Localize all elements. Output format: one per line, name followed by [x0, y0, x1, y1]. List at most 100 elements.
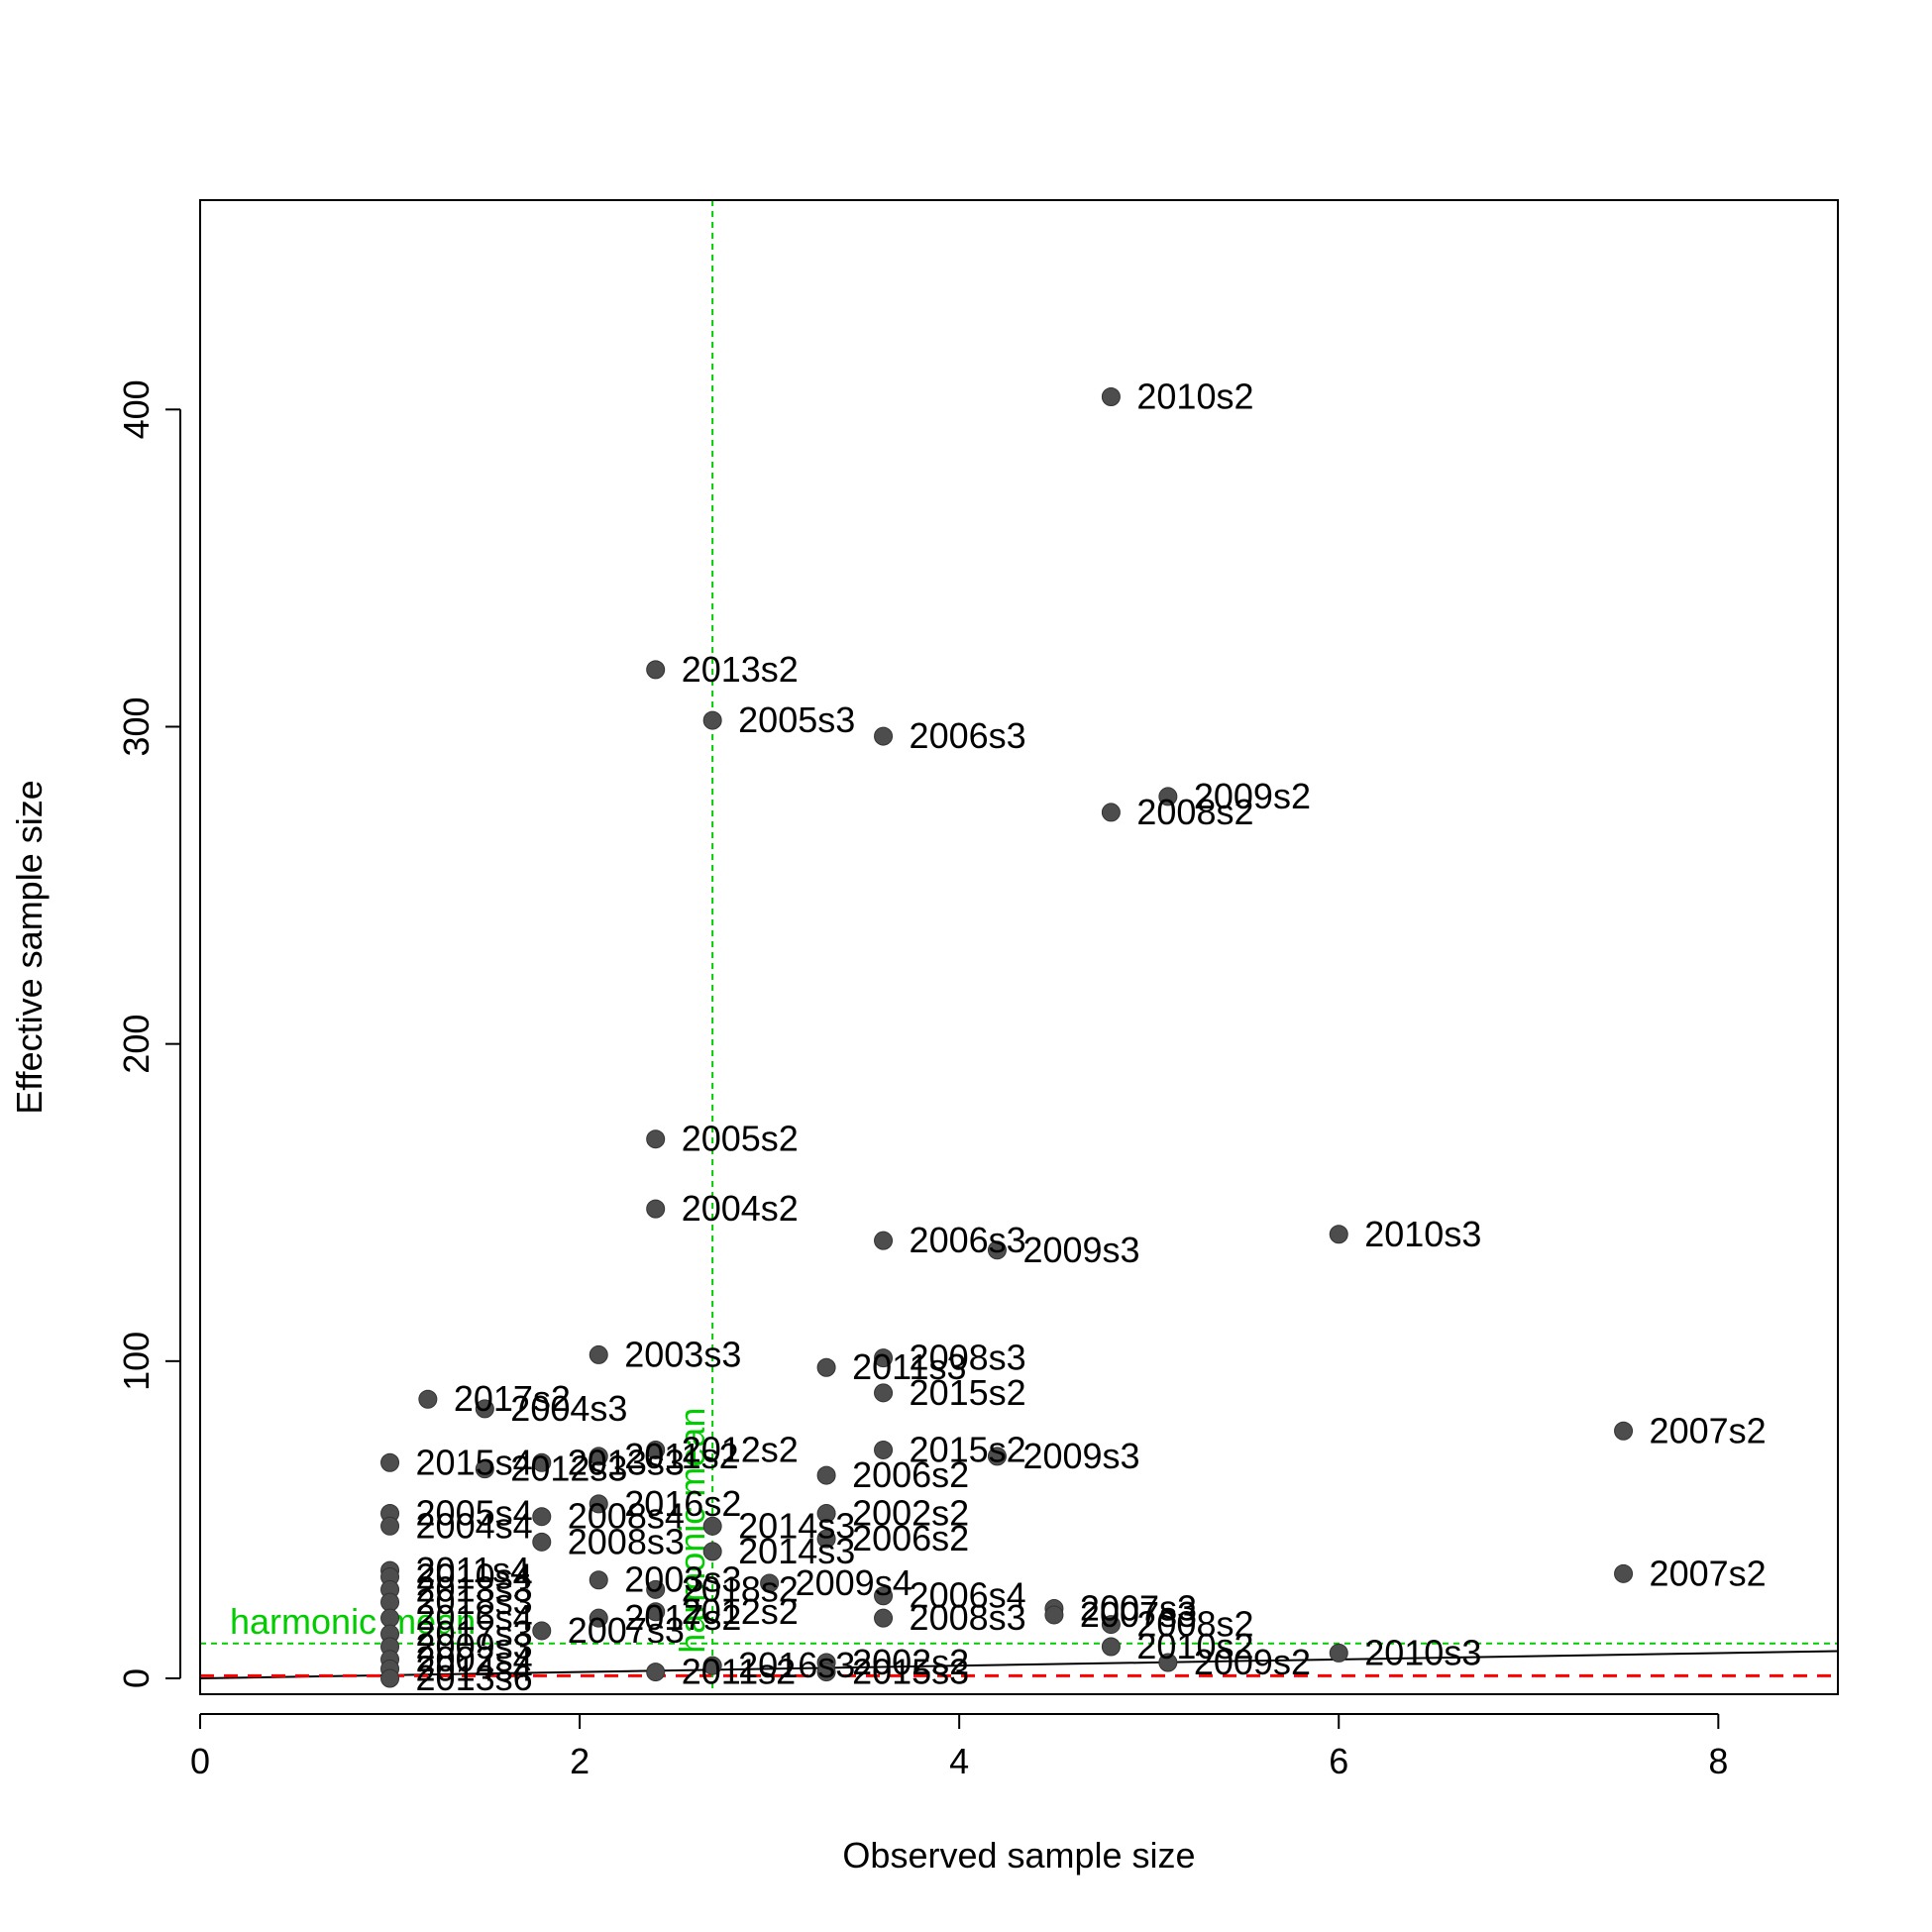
point-label: 2007s3	[568, 1610, 685, 1651]
data-point	[380, 1592, 400, 1612]
data-point	[1614, 1421, 1634, 1441]
data-point	[380, 1452, 400, 1472]
point-label: 2006s3	[910, 1220, 1026, 1260]
point-label: 2013s6	[416, 1658, 533, 1698]
data-point	[760, 1573, 780, 1593]
point-label: 2014s4	[416, 1648, 533, 1688]
point-label: 2008s3	[910, 1597, 1026, 1638]
data-point	[532, 1532, 552, 1552]
x-axis: 0 2 4 6 8	[190, 1713, 1728, 1781]
point-label: 2015s2	[910, 1372, 1026, 1413]
data-point	[816, 1465, 836, 1485]
data-point	[475, 1399, 494, 1419]
y-tick-label: 0	[116, 1668, 157, 1688]
point-label: 2010s4	[416, 1556, 533, 1597]
point-label: 2010s2	[1136, 1626, 1253, 1666]
point-label: 2009s2	[1194, 776, 1311, 816]
point-label: 2018s2	[682, 1568, 799, 1609]
point-label: 2002s2	[852, 1493, 969, 1534]
point-label: 2016s3	[738, 1645, 855, 1685]
point-label: 2014s3	[738, 1531, 855, 1571]
data-point	[1158, 1653, 1178, 1672]
point-label: 2009s3	[416, 1626, 533, 1666]
data-point	[874, 1348, 894, 1368]
point-label: 2015s4	[416, 1442, 533, 1482]
data-point	[702, 1656, 722, 1675]
point-label: 2005s4	[416, 1493, 533, 1534]
point-label: 2010s3	[1364, 1214, 1481, 1254]
point-label: 2011s3	[852, 1346, 966, 1387]
point-label: 2016s4	[416, 1597, 533, 1638]
point-label: 2011s4	[416, 1550, 530, 1590]
y-tick-label: 100	[116, 1332, 157, 1391]
reference-lines: harmonic mean harmonic mean	[199, 200, 1839, 1694]
point-label: 2004s2	[682, 1188, 799, 1229]
data-point	[874, 1586, 894, 1606]
point-label: 2006s4	[910, 1575, 1026, 1616]
x-tick-label: 4	[949, 1741, 969, 1781]
point-label: 2008s3	[568, 1521, 685, 1561]
point-label: 2017s2	[624, 1597, 741, 1638]
data-point	[874, 1608, 894, 1628]
data-point	[646, 1129, 666, 1149]
data-point	[589, 1344, 608, 1364]
data-point	[646, 1579, 666, 1599]
point-label: 2008s2	[1136, 792, 1253, 832]
plot-frame	[199, 199, 1839, 1695]
point-label: 2015s3	[852, 1652, 969, 1692]
point-label: 2011s2	[682, 1652, 796, 1692]
point-label: 2012s2	[682, 1591, 799, 1632]
y-axis-title: Effective sample size	[9, 780, 50, 1114]
data-point	[874, 1383, 894, 1403]
point-label: 2004s3	[510, 1388, 627, 1429]
y-tick-label: 300	[116, 697, 157, 756]
point-label: 2013s2	[682, 649, 799, 690]
x-tick-label: 2	[570, 1741, 590, 1781]
data-point	[874, 1440, 894, 1459]
data-point	[589, 1494, 608, 1514]
data-point	[1101, 1615, 1121, 1635]
point-label: 2008s3	[910, 1338, 1026, 1378]
point-label: 2012s3	[510, 1449, 627, 1489]
point-label: 2011s2	[624, 1436, 738, 1476]
data-point	[589, 1570, 608, 1590]
data-point	[987, 1240, 1007, 1260]
data-point	[589, 1608, 608, 1628]
data-point	[1614, 1563, 1634, 1583]
data-point	[702, 710, 722, 730]
data-point	[1329, 1643, 1348, 1663]
point-label: 2007s2	[1650, 1553, 1767, 1593]
data-point	[380, 1516, 400, 1536]
point-label: 2009s4	[796, 1562, 912, 1603]
point-label: 2014s3	[738, 1505, 855, 1546]
point-label: 2006s3	[910, 715, 1026, 756]
point-label: 2008s2	[1136, 1604, 1253, 1645]
point-label: 2005s2	[682, 1119, 799, 1159]
data-point	[816, 1357, 836, 1377]
data-point	[702, 1516, 722, 1536]
point-label: 2018s3	[416, 1581, 533, 1622]
data-point	[1158, 787, 1178, 806]
data-point	[1101, 803, 1121, 822]
data-point	[816, 1529, 836, 1549]
fit-line	[199, 1650, 1839, 1679]
point-label: 2002s4	[416, 1639, 533, 1679]
point-label: 2003s3	[624, 1559, 741, 1600]
point-label: 2010s3	[1364, 1632, 1481, 1672]
x-tick-label: 8	[1708, 1741, 1728, 1781]
data-point	[1101, 1637, 1121, 1657]
data-point	[874, 1231, 894, 1250]
data-point	[380, 1608, 400, 1628]
data-point	[532, 1507, 552, 1527]
point-label: 2016s2	[624, 1483, 741, 1524]
data-point	[987, 1447, 1007, 1466]
x-axis-title: Observed sample size	[842, 1835, 1195, 1876]
point-label: 2009s3	[1022, 1436, 1139, 1476]
point-label: 2017s2	[454, 1378, 571, 1419]
point-label: 2006s2	[852, 1518, 969, 1558]
point-label: 2013s3	[416, 1568, 533, 1609]
point-label: 2007s3	[1080, 1594, 1197, 1635]
data-point	[874, 726, 894, 746]
data-point	[532, 1452, 552, 1472]
